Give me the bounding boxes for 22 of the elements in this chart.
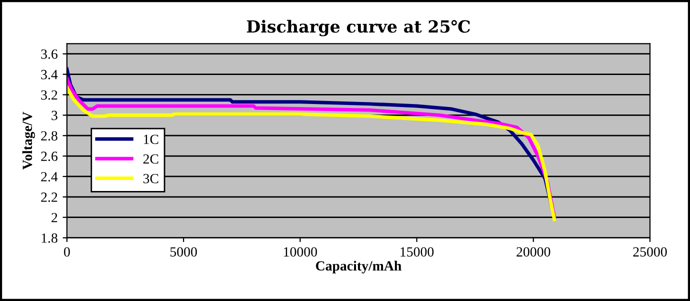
legend-label: 3C: [143, 174, 158, 184]
x-tick-label: 15000: [400, 247, 434, 257]
legend-label: 2C: [143, 154, 158, 164]
y-tick-label: 2.2: [41, 192, 58, 202]
y-tick-label: 2.4: [41, 172, 58, 182]
y-tick-label: 3.6: [41, 49, 58, 59]
legend-label: 1C: [144, 134, 158, 144]
y-tick-label: 2: [52, 212, 58, 222]
x-axis-title: Capacity/mAh: [316, 260, 402, 274]
y-axis-title: Voltage/V: [22, 112, 35, 170]
x-tick-label: 5000: [170, 247, 197, 257]
x-tick-label: 20000: [516, 247, 550, 257]
x-tick-label: 0: [64, 247, 70, 257]
x-tick-label: 10000: [284, 247, 317, 257]
y-tick-label: 3.2: [41, 90, 58, 100]
y-tick-label: 1.8: [42, 233, 58, 243]
x-tick-label: 25000: [633, 247, 667, 257]
chart-title: Discharge curve at 25℃: [246, 20, 470, 36]
y-tick-label: 3.4: [41, 70, 58, 80]
y-tick-label: 3: [52, 110, 58, 120]
y-tick-label: 2.6: [41, 152, 58, 162]
y-tick-label: 2.8: [41, 131, 58, 141]
